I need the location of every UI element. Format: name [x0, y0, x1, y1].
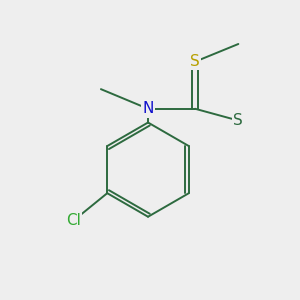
Text: Cl: Cl: [66, 213, 81, 228]
Text: S: S: [233, 113, 243, 128]
Text: N: N: [142, 101, 154, 116]
Text: S: S: [190, 54, 200, 69]
